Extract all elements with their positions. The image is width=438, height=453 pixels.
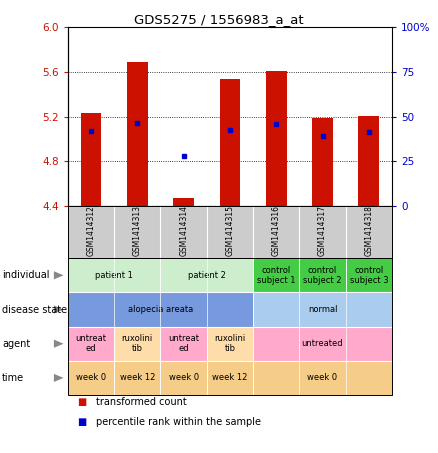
Bar [127,62,148,206]
Bar [312,118,333,206]
Text: control
subject 2: control subject 2 [303,265,342,285]
Text: week 12: week 12 [120,373,155,382]
Text: alopecia areata: alopecia areata [128,305,193,314]
Text: GSM1414312: GSM1414312 [87,205,95,256]
Text: untreat
ed: untreat ed [75,334,106,353]
Text: week 0: week 0 [169,373,199,382]
Text: patient 1: patient 1 [95,271,133,280]
Text: week 12: week 12 [212,373,247,382]
Text: transformed count: transformed count [96,397,187,407]
Text: ruxolini
tib: ruxolini tib [122,334,153,353]
Text: patient 2: patient 2 [188,271,226,280]
Text: time: time [2,373,25,383]
Text: ■: ■ [77,417,86,427]
Text: control
subject 1: control subject 1 [257,265,296,285]
Text: GSM1414317: GSM1414317 [318,205,327,256]
Text: GSM1414315: GSM1414315 [226,205,234,256]
Bar [266,71,286,206]
Text: week 0: week 0 [76,373,106,382]
Bar [173,198,194,206]
Text: individual: individual [2,270,49,280]
Text: untreated: untreated [302,339,343,348]
Text: disease state: disease state [2,304,67,314]
Text: control
subject 3: control subject 3 [350,265,388,285]
Text: week 0: week 0 [307,373,338,382]
Text: ruxolini
tib: ruxolini tib [214,334,246,353]
Bar [81,113,102,206]
Text: untreat
ed: untreat ed [168,334,199,353]
Text: GSM1414318: GSM1414318 [364,205,373,256]
Bar [219,79,240,206]
Text: GSM1414313: GSM1414313 [133,205,142,256]
Text: ■: ■ [77,397,86,407]
Text: GSM1414316: GSM1414316 [272,205,281,256]
Text: percentile rank within the sample: percentile rank within the sample [96,417,261,427]
Bar [358,116,379,206]
Text: normal: normal [308,305,337,314]
Text: GSM1414314: GSM1414314 [179,205,188,256]
Text: agent: agent [2,339,30,349]
Text: GDS5275 / 1556983_a_at: GDS5275 / 1556983_a_at [134,13,304,26]
